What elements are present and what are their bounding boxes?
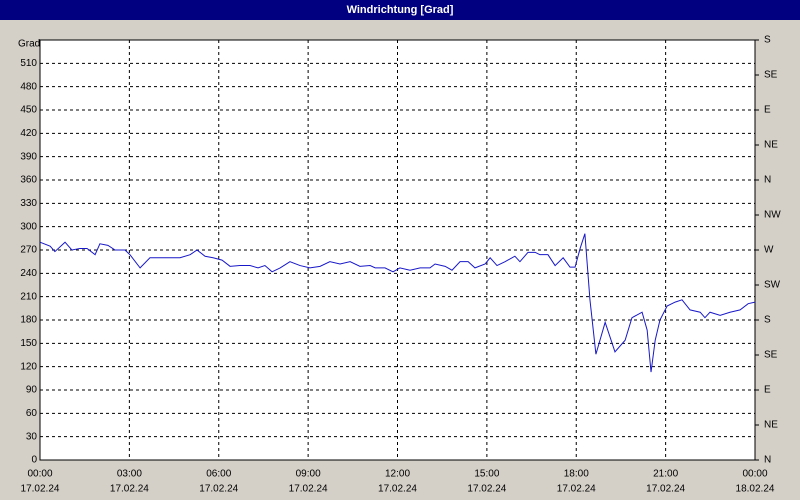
x-tick-date: 18.02.24 xyxy=(736,484,775,495)
y-tick-label: 240 xyxy=(20,268,37,279)
y-tick-label: 390 xyxy=(20,151,37,162)
y2-tick-label: N xyxy=(764,175,771,186)
x-tick-label: 18:00 xyxy=(564,469,589,480)
x-tick-label: 00:00 xyxy=(742,469,767,480)
y2-tick-label: NE xyxy=(764,140,778,151)
title-bar xyxy=(0,0,800,20)
chart-title: Windrichtung [Grad] xyxy=(347,4,454,16)
y2-tick-label: S xyxy=(764,315,771,326)
y-tick-label: 510 xyxy=(20,58,37,69)
x-tick-label: 03:00 xyxy=(117,469,142,480)
x-tick-date: 17.02.24 xyxy=(110,484,149,495)
x-tick-date: 17.02.24 xyxy=(378,484,417,495)
y-tick-label: 450 xyxy=(20,105,37,116)
y-tick-label: 360 xyxy=(20,175,37,186)
y-tick-label: 210 xyxy=(20,291,37,302)
y-tick-label: 300 xyxy=(20,221,37,232)
x-tick-date: 17.02.24 xyxy=(289,484,328,495)
x-tick-label: 21:00 xyxy=(653,469,678,480)
x-tick-label: 12:00 xyxy=(385,469,410,480)
y-tick-label: 150 xyxy=(20,338,37,349)
y-tick-label: 180 xyxy=(20,315,37,326)
y2-tick-label: NW xyxy=(764,210,781,221)
y2-tick-label: N xyxy=(764,455,771,466)
y-tick-label: 420 xyxy=(20,128,37,139)
y-tick-label: 90 xyxy=(26,385,38,396)
y-tick-label: 0 xyxy=(31,455,37,466)
y-axis-label: Grad xyxy=(18,39,40,50)
y2-tick-label: E xyxy=(764,385,771,396)
y2-tick-label: S xyxy=(764,35,771,46)
y2-tick-label: SE xyxy=(764,350,778,361)
y-tick-label: 120 xyxy=(20,361,37,372)
x-tick-date: 17.02.24 xyxy=(646,484,685,495)
y2-tick-label: SW xyxy=(764,280,781,291)
y-tick-label: 330 xyxy=(20,198,37,209)
x-tick-label: 15:00 xyxy=(474,469,499,480)
x-tick-label: 06:00 xyxy=(206,469,231,480)
x-tick-date: 17.02.24 xyxy=(199,484,238,495)
y-tick-label: 60 xyxy=(26,408,38,419)
y-tick-label: 30 xyxy=(26,431,38,442)
x-tick-label: 00:00 xyxy=(27,469,52,480)
y2-tick-label: E xyxy=(764,105,771,116)
data-line xyxy=(39,233,756,373)
x-tick-date: 17.02.24 xyxy=(21,484,60,495)
y2-tick-label: NE xyxy=(764,420,778,431)
x-tick-date: 17.02.24 xyxy=(467,484,506,495)
x-tick-date: 17.02.24 xyxy=(557,484,596,495)
y-tick-label: 480 xyxy=(20,81,37,92)
y2-tick-label: W xyxy=(764,245,774,256)
y-tick-label: 270 xyxy=(20,245,37,256)
y2-tick-label: SE xyxy=(764,70,778,81)
x-tick-label: 09:00 xyxy=(296,469,321,480)
